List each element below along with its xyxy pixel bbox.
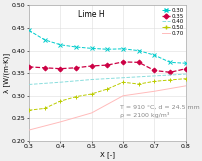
- Text: Lime H: Lime H: [78, 9, 104, 19]
- Y-axis label: λ [W/(m·K)]: λ [W/(m·K)]: [3, 53, 10, 93]
- Text: T = 910 °C, d = 24.5 mm
ρ = 2100 kg/m³: T = 910 °C, d = 24.5 mm ρ = 2100 kg/m³: [119, 105, 199, 118]
- X-axis label: X [-]: X [-]: [99, 151, 114, 157]
- Legend: 0.30, 0.35, 0.40, 0.50, 0.70: 0.30, 0.35, 0.40, 0.50, 0.70: [160, 7, 184, 37]
